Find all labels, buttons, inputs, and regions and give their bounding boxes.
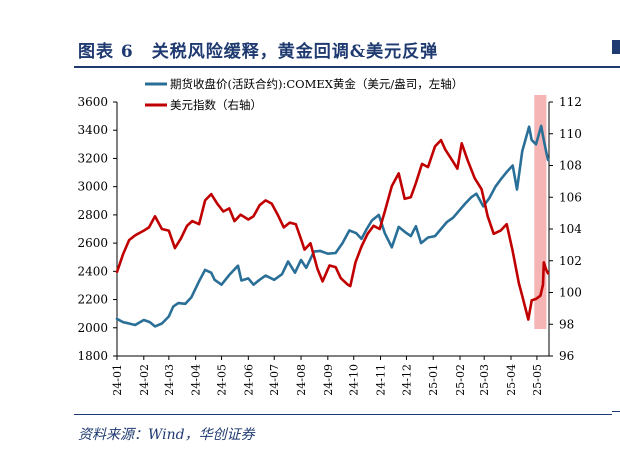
right-axis-tick-label: 98 [559, 317, 574, 331]
bottom-rule [74, 414, 612, 415]
adjacent-title-rule [612, 66, 620, 68]
right-axis-tick-label: 108 [559, 159, 582, 173]
x-axis-tick-label: 24-12 [400, 364, 413, 396]
legend-label-gold: 期货收盘价(活跃合约):COMEX黄金（美元/盎司，左轴） [170, 77, 463, 91]
legend: 期货收盘价(活跃合约):COMEX黄金（美元/盎司，左轴） 美元指数（右轴） [145, 77, 463, 112]
x-axis-tick-label: 25-04 [505, 364, 518, 396]
x-axis-tick-label: 24-10 [348, 364, 361, 396]
source-note: 资料来源：Wind，华创证券 [78, 427, 255, 443]
right-axis-tick-label: 100 [559, 286, 582, 300]
legend-label-usd: 美元指数（右轴） [170, 98, 262, 112]
x-axis-tick-label: 24-09 [322, 364, 335, 396]
x-axis-tick-label: 25-05 [531, 364, 544, 396]
adjacent-figure-fragment [612, 40, 620, 54]
x-axis-tick-label: 24-06 [242, 364, 255, 396]
usd-index-line [115, 138, 550, 321]
right-axis-tick-label: 102 [559, 254, 582, 268]
left-axis-tick-label: 3600 [77, 95, 108, 109]
right-axis-tick-label: 110 [559, 127, 582, 141]
left-axis-tick-label: 3400 [77, 123, 108, 137]
series-layer [115, 124, 550, 328]
left-axis-tick-label: 2400 [77, 264, 108, 278]
adjacent-bottom-rule [612, 411, 620, 412]
x-axis-tick-label: 25-02 [454, 364, 467, 396]
x-axis-tick-label: 24-03 [163, 364, 176, 396]
x-axis-tick-label: 24-01 [111, 364, 124, 396]
left-axis-tick-label: 3200 [77, 151, 108, 165]
right-axis-tick-label: 96 [559, 349, 574, 363]
gold-price-line [115, 124, 550, 328]
left-axis-tick-label: 2800 [77, 208, 108, 222]
x-axis-tick-label: 24-08 [295, 364, 308, 396]
left-axis-tick-label: 2200 [77, 293, 108, 307]
figure-title: 图表 6 关税风险缓释，黄金回调&美元反弹 [78, 42, 439, 62]
axes: 1800 2000 2200 2400 2600 2800 3000 3200 3400 3600… [77, 95, 582, 396]
x-axis-tick-label: 24-11 [375, 364, 388, 396]
left-axis-tick-label: 2600 [77, 236, 108, 250]
right-axis-tick-label: 112 [559, 95, 582, 109]
x-axis-tick-label: 24-07 [268, 364, 281, 396]
right-axis-tick-label: 104 [559, 222, 582, 236]
left-axis-tick-label: 2000 [77, 321, 108, 335]
x-axis-tick-label: 25-01 [427, 364, 440, 396]
x-axis-tick-label: 24-02 [138, 364, 151, 396]
left-axis-tick-label: 3000 [77, 180, 108, 194]
left-axis-tick-label: 1800 [77, 349, 108, 363]
x-axis-tick-label: 25-03 [478, 364, 491, 396]
x-axis-tick-label: 24-04 [190, 364, 203, 396]
x-axis-tick-label: 24-05 [216, 364, 229, 396]
title-rule [74, 66, 612, 68]
right-axis-tick-label: 106 [559, 190, 582, 204]
